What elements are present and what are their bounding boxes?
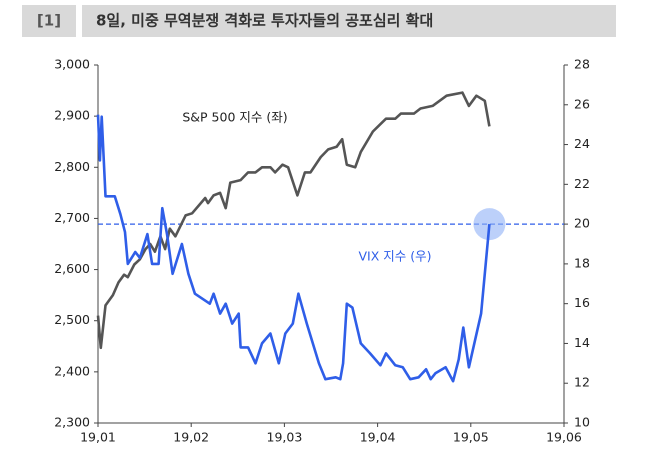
y-tick-label: 2,800 [54,159,90,174]
y2-tick-label: 28 [574,57,590,72]
y-tick-label: 3,000 [54,57,90,72]
x-tick-label: 19,04 [360,430,396,445]
y2-tick-label: 16 [574,295,590,310]
y2-tick-label: 10 [574,415,590,430]
y2-tick-label: 18 [574,255,590,270]
x-tick-label: 19,03 [267,430,303,445]
x-tick-label: 19,05 [453,430,489,445]
annotation: VIX 지수 (우) [358,249,431,264]
chart-title: 8일, 미중 무역분쟁 격화로 투자자들의 공포심리 확대 [96,12,433,30]
y-tick-label: 2,300 [54,415,90,430]
annotation: S&P 500 지수 (좌) [182,110,287,125]
y2-tick-label: 22 [574,176,590,191]
series-line [96,91,491,350]
y2-tick-label: 14 [574,335,590,350]
y-tick-label: 2,900 [54,108,90,123]
y-tick-label: 2,400 [54,363,90,378]
x-tick-label: 19,01 [80,430,116,445]
y2-tick-label: 26 [574,96,590,111]
x-tick-label: 19,02 [173,430,209,445]
y2-tick-label: 24 [574,136,590,151]
series-line [96,114,491,383]
figure-number: [1] [37,12,61,30]
x-tick-label: 19,06 [546,430,582,445]
number-box [22,5,76,37]
y-tick-label: 2,600 [54,261,90,276]
title-box [82,5,616,37]
y2-tick-label: 20 [574,216,590,231]
y-tick-label: 2,500 [54,312,90,327]
y-tick-label: 2,700 [54,210,90,225]
y2-tick-label: 12 [574,375,590,390]
